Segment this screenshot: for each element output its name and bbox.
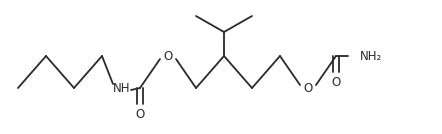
Text: NH₂: NH₂ <box>360 49 382 62</box>
Text: O: O <box>332 75 341 88</box>
Text: O: O <box>135 107 145 120</box>
Text: O: O <box>303 81 312 94</box>
Text: NH: NH <box>113 81 131 94</box>
Text: O: O <box>164 49 173 62</box>
